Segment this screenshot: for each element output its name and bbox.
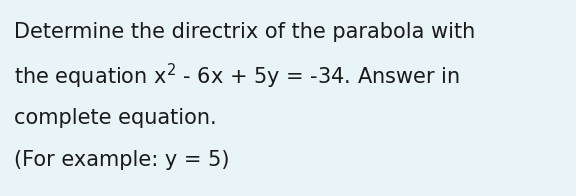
Text: (For example: y = 5): (For example: y = 5) (14, 150, 229, 170)
Text: the equation x$^{2}$ - 6x + 5y = -34. Answer in: the equation x$^{2}$ - 6x + 5y = -34. An… (14, 62, 460, 91)
Text: complete equation.: complete equation. (14, 108, 217, 128)
Text: Determine the directrix of the parabola with: Determine the directrix of the parabola … (14, 22, 475, 42)
